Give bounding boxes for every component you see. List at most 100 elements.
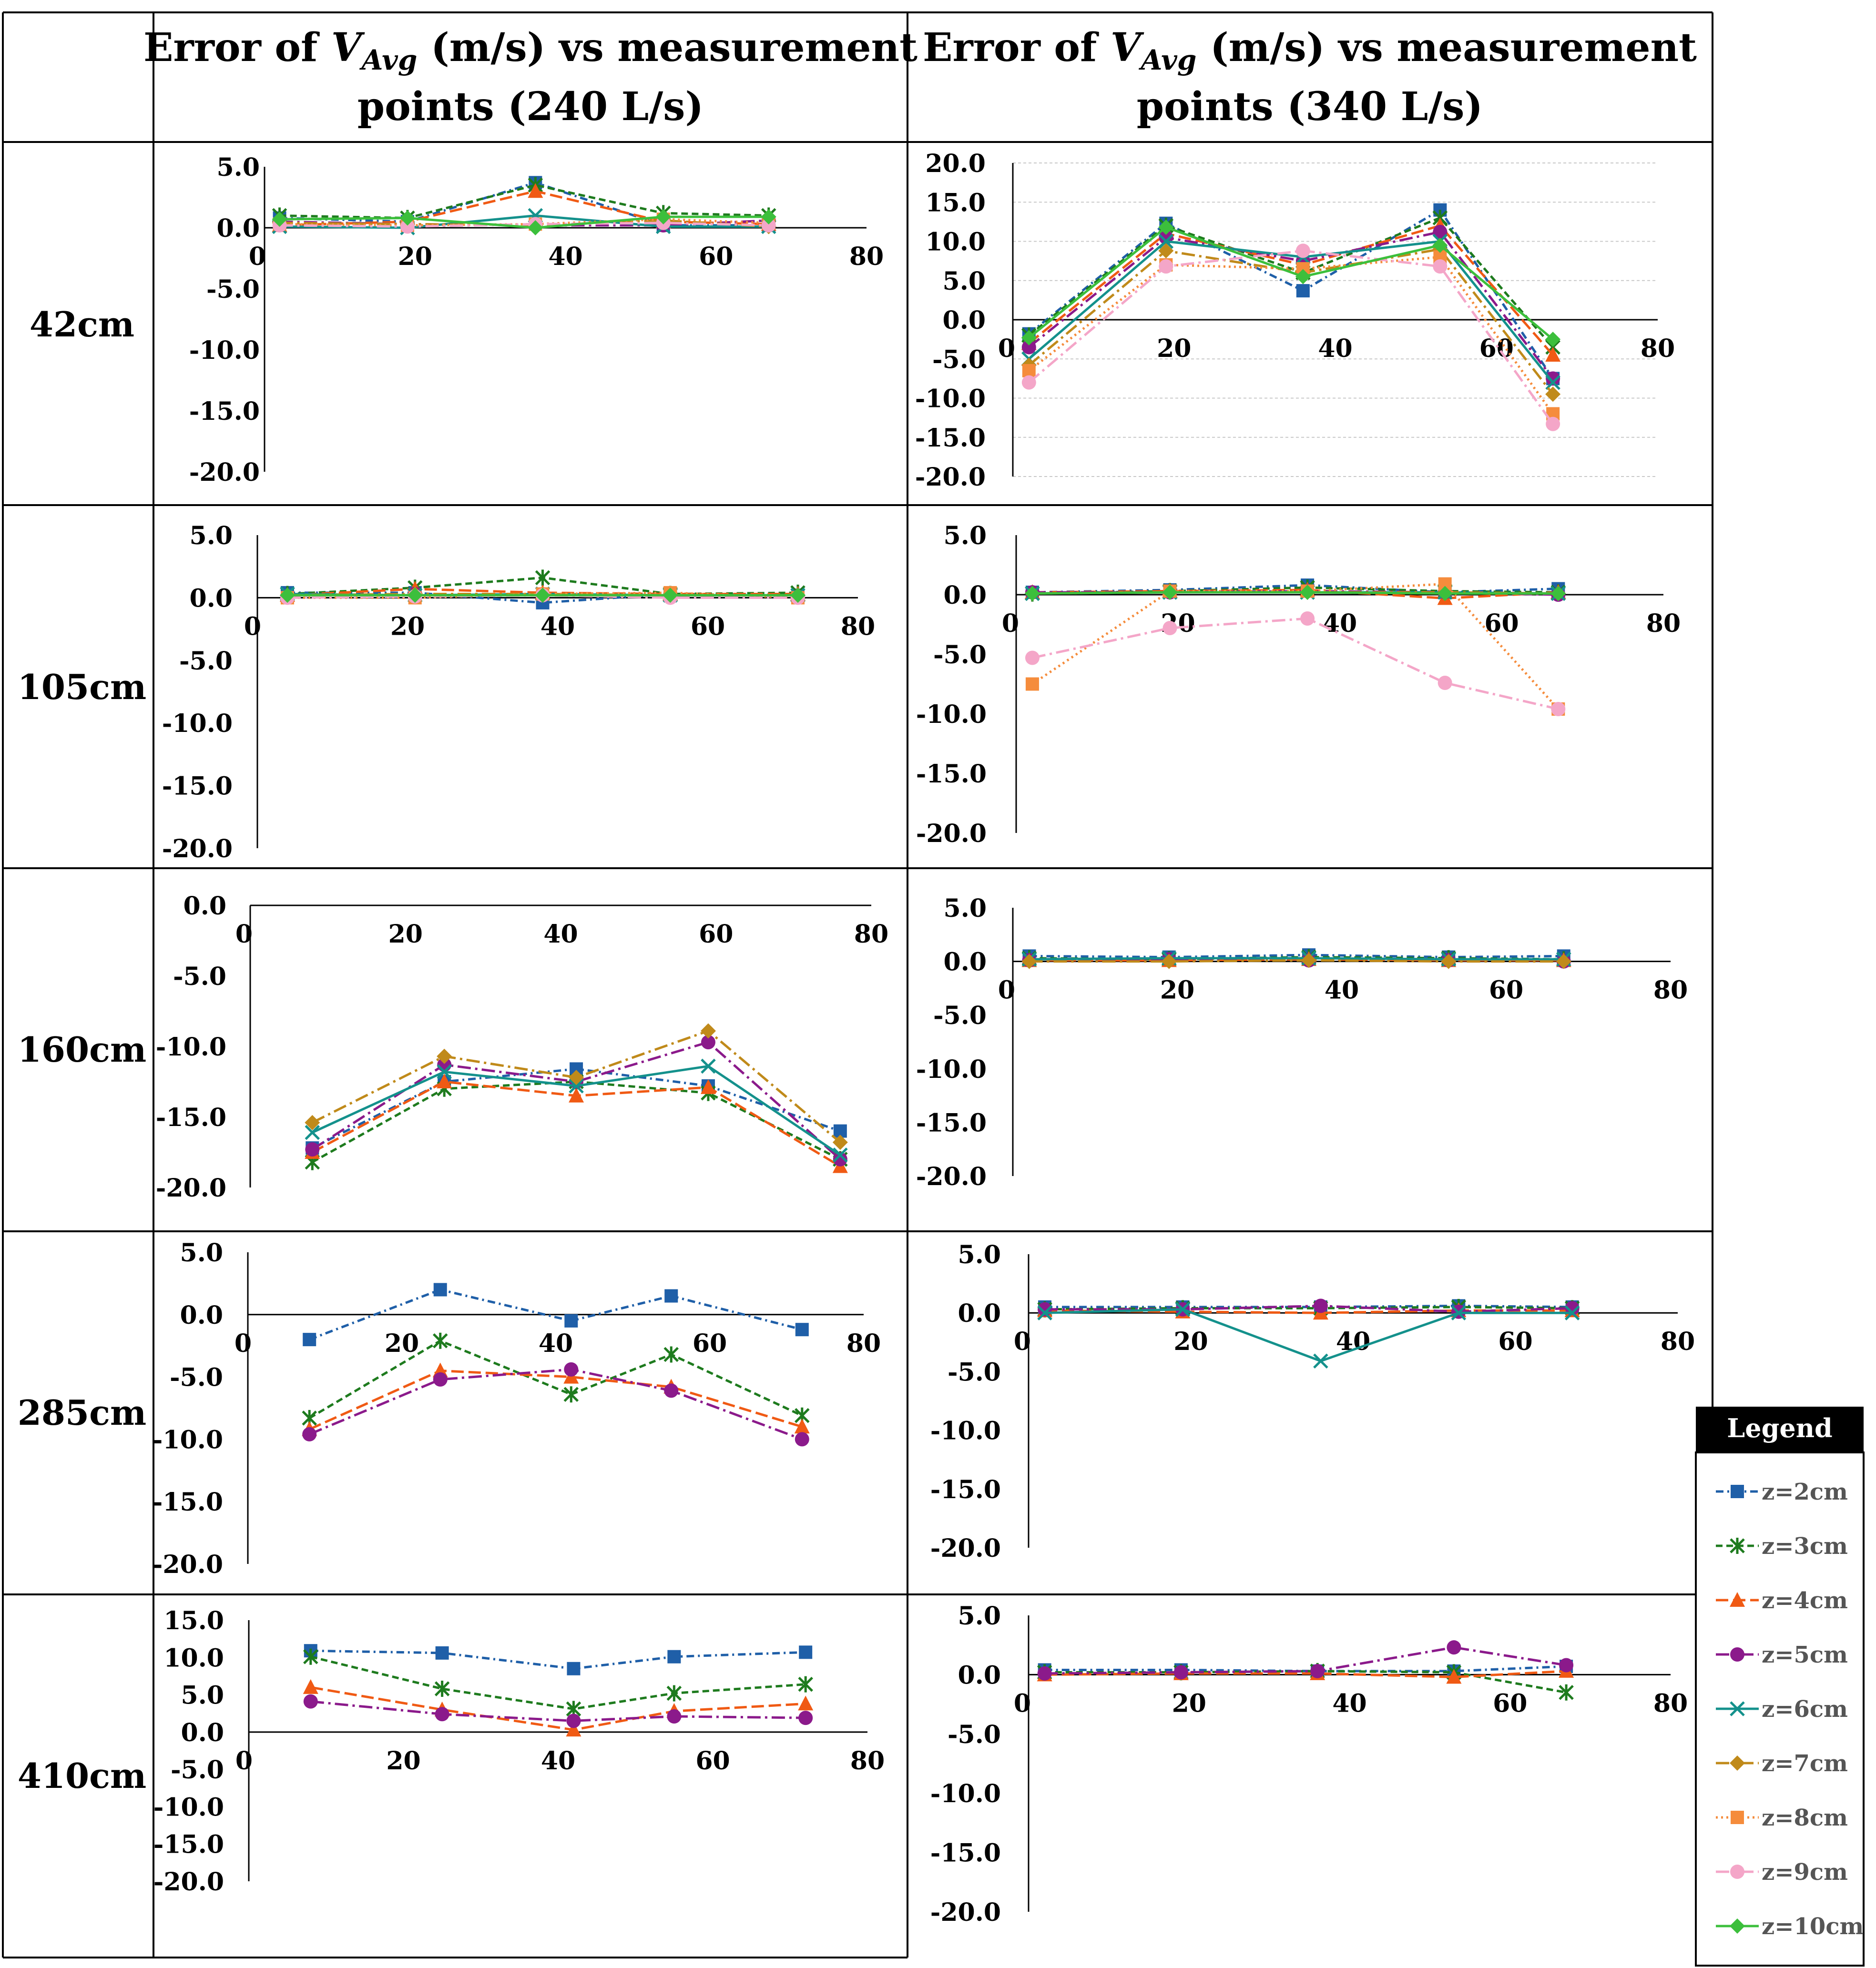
data-point xyxy=(1433,224,1448,239)
col1-title-line1: Error of VAvg (m/s) vs measurement xyxy=(143,25,918,76)
data-point xyxy=(1300,611,1315,626)
data-point xyxy=(437,1074,452,1088)
y-tick-label: -20.0 xyxy=(916,819,987,848)
series-line xyxy=(1032,591,1559,595)
data-point xyxy=(567,1662,581,1675)
data-point xyxy=(564,1314,578,1328)
data-point xyxy=(664,1289,678,1303)
data-point xyxy=(1296,284,1310,298)
data-point xyxy=(1441,954,1457,969)
y-tick-label: -15.0 xyxy=(916,1108,987,1137)
legend-item-z-6cm: z=6cm xyxy=(1716,1696,1848,1723)
x-tick-label: 80 xyxy=(846,1329,881,1358)
y-tick-label: 5.0 xyxy=(181,1681,224,1710)
data-point xyxy=(761,218,776,233)
data-point xyxy=(1162,621,1177,635)
table-grid xyxy=(2,11,1713,1958)
chart-c160b: 5.0 0.0 -5.0 -10.0 -15.0 -20.0 0 20 40 60 80 xyxy=(916,894,1688,1191)
y-tick-label: 20.0 xyxy=(925,149,986,178)
y-tick-label: -15.0 xyxy=(189,397,260,426)
series-line xyxy=(312,1029,841,1144)
data-point xyxy=(305,1142,320,1157)
x-tick-label: 20 xyxy=(1160,976,1194,1005)
y-tick-label: 0.0 xyxy=(184,892,226,921)
x-tick-label: 0 xyxy=(1002,609,1019,638)
y-tick-label: -20.0 xyxy=(930,1898,1001,1927)
x-tick-label: 60 xyxy=(693,1329,727,1358)
y-tick-label: 0.0 xyxy=(958,1299,1001,1328)
series-z-10cm xyxy=(272,209,776,235)
data-point xyxy=(1433,259,1448,274)
data-point xyxy=(795,1432,809,1447)
x-tick-label: 0 xyxy=(1014,1689,1031,1718)
y-tick-label: -20.0 xyxy=(153,1550,223,1579)
y-tick-label: -15.0 xyxy=(156,1103,226,1132)
legend-marker xyxy=(1730,1918,1745,1934)
series-z-9cm xyxy=(1025,611,1566,716)
y-tick-label: 5.0 xyxy=(217,153,260,182)
legend-label: z=6cm xyxy=(1762,1696,1848,1723)
legend-items: z=2cm z=3cm z=4cm z=5cm z=6cm z=7cm z=8cm z=9cm… xyxy=(1716,1479,1864,1940)
y-tick-label: 15.0 xyxy=(163,1606,224,1635)
x-tick-label: 60 xyxy=(695,1746,730,1775)
data-point xyxy=(1021,375,1036,390)
x-tick-label: 0 xyxy=(244,612,261,641)
y-tick-label: -10.0 xyxy=(915,385,986,414)
data-point xyxy=(794,1419,810,1434)
col1-title-line2: points (240 L/s) xyxy=(357,84,704,130)
data-point xyxy=(798,1695,814,1711)
col2-title-line2: points (340 L/s) xyxy=(1137,84,1483,130)
data-point xyxy=(1546,371,1560,386)
data-point xyxy=(1546,416,1560,431)
series-z-6cm xyxy=(305,1058,848,1163)
legend-title: Legend xyxy=(1727,1413,1832,1443)
charts: 5.0 0.0 -5.0 -10.0 -15.0 -20.0 0 20 40 60 80 20.0 15… xyxy=(153,149,1695,1927)
x-tick-label: 20 xyxy=(390,612,425,641)
y-tick-label: -5.0 xyxy=(932,345,986,374)
y-tick-label: 10.0 xyxy=(163,1643,224,1673)
legend-marker xyxy=(1730,1538,1745,1554)
data-point xyxy=(1451,1305,1467,1320)
series-z-2cm xyxy=(304,1644,813,1675)
data-point xyxy=(303,1333,316,1347)
y-tick-label: 0.0 xyxy=(943,306,986,335)
y-tick-label: -5.0 xyxy=(170,1363,223,1392)
data-point xyxy=(400,219,415,234)
chart-c285a: 5.0 0.0 -5.0 -10.0 -15.0 -20.0 0 20 40 60 80 xyxy=(153,1238,881,1579)
row-label-160cm: 160cm xyxy=(18,1029,146,1070)
legend-item-z-5cm: z=5cm xyxy=(1716,1642,1848,1668)
y-tick-label: -5.0 xyxy=(948,1720,1001,1749)
data-point xyxy=(1175,1302,1191,1317)
y-tick-label: 0.0 xyxy=(958,1661,1001,1690)
x-tick-label: 20 xyxy=(1157,334,1191,363)
data-point xyxy=(435,1646,449,1660)
data-point xyxy=(700,1023,716,1039)
x-tick-label: 0 xyxy=(234,1329,252,1358)
y-tick-label: 0.0 xyxy=(944,948,987,977)
chart-c410a: 15.0 10.0 5.0 0.0 -5.0 -10.0 -15.0 -20.0 0 20 40 60… xyxy=(153,1606,885,1897)
data-point xyxy=(303,1648,318,1665)
data-point xyxy=(1025,677,1039,691)
x-tick-label: 20 xyxy=(386,1746,420,1775)
x-tick-label: 40 xyxy=(1332,1689,1366,1718)
data-point xyxy=(432,1332,448,1349)
x-tick-label: 0 xyxy=(249,242,266,271)
data-point xyxy=(1295,269,1311,284)
data-point xyxy=(1313,1353,1328,1369)
x-tick-label: 60 xyxy=(699,242,733,271)
data-point xyxy=(1022,364,1036,377)
legend-label: z=9cm xyxy=(1762,1859,1848,1886)
data-point xyxy=(667,1709,682,1724)
y-tick-label: -15.0 xyxy=(916,760,987,789)
y-tick-label: -15.0 xyxy=(153,1488,223,1517)
data-point xyxy=(1550,586,1566,601)
data-point xyxy=(528,220,543,235)
legend: Legend z=2cm z=3cm z=4cm z=5cm z=6cm z=7cm z=8… xyxy=(1695,1407,1865,1967)
legend-item-z-8cm: z=8cm xyxy=(1716,1805,1848,1831)
data-point xyxy=(798,1711,813,1725)
y-tick-label: -10.0 xyxy=(930,1779,1001,1808)
data-point xyxy=(1301,953,1316,968)
series-line xyxy=(1029,957,1564,961)
y-tick-label: -10.0 xyxy=(162,709,233,738)
legend-marker xyxy=(1730,1755,1745,1771)
